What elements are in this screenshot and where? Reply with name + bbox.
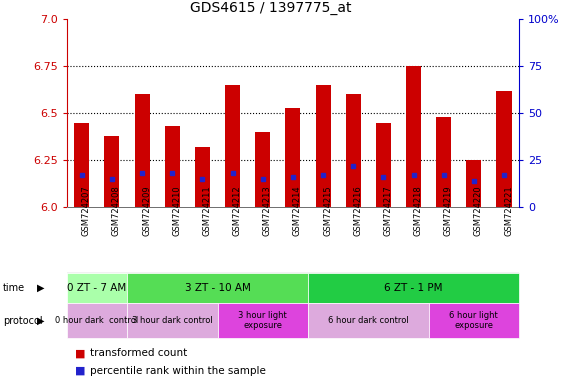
Text: ▶: ▶ (37, 283, 44, 293)
Bar (346, 94, 361, 207)
Bar (67, 303, 127, 338)
Text: ▶: ▶ (37, 316, 44, 326)
Text: GSM724215: GSM724215 (323, 185, 332, 236)
Text: protocol: protocol (3, 316, 42, 326)
Bar (127, 303, 218, 338)
Text: GSM724218: GSM724218 (414, 185, 423, 236)
Text: GSM724214: GSM724214 (293, 185, 302, 236)
Bar (127, 273, 308, 303)
Text: GSM724208: GSM724208 (112, 185, 121, 236)
Text: 6 hour dark control: 6 hour dark control (328, 316, 409, 325)
Text: GSM724213: GSM724213 (263, 185, 272, 236)
Text: GSM724220: GSM724220 (474, 185, 483, 236)
Bar (104, 136, 119, 207)
Text: GSM724217: GSM724217 (383, 185, 393, 236)
Bar (67, 273, 127, 303)
Text: ■: ■ (75, 366, 86, 376)
Text: 6 ZT - 1 PM: 6 ZT - 1 PM (385, 283, 443, 293)
Text: 6 hour light
exposure: 6 hour light exposure (450, 311, 498, 330)
Title: GDS4615 / 1397775_at: GDS4615 / 1397775_at (190, 2, 351, 15)
Text: GSM724221: GSM724221 (504, 185, 513, 236)
Bar (308, 303, 429, 338)
Bar (429, 303, 519, 338)
Bar (308, 273, 519, 303)
Bar (218, 303, 308, 338)
Text: time: time (3, 283, 25, 293)
Text: 0 hour dark  control: 0 hour dark control (55, 316, 139, 325)
Text: GSM724209: GSM724209 (142, 185, 151, 236)
Text: ■: ■ (75, 348, 86, 358)
Text: GSM724210: GSM724210 (172, 185, 182, 236)
Bar (225, 85, 240, 207)
Text: GSM724216: GSM724216 (353, 185, 362, 236)
Bar (135, 94, 150, 207)
Bar (436, 117, 451, 207)
Bar (165, 126, 180, 207)
Text: GSM724211: GSM724211 (202, 185, 212, 236)
Bar (376, 123, 391, 207)
Text: 3 hour light
exposure: 3 hour light exposure (238, 311, 287, 330)
Bar (195, 147, 210, 207)
Bar (74, 123, 89, 207)
Text: GSM724212: GSM724212 (233, 185, 242, 236)
Bar (285, 108, 300, 207)
Bar (406, 66, 421, 207)
Bar (316, 85, 331, 207)
Text: 3 ZT - 10 AM: 3 ZT - 10 AM (184, 283, 251, 293)
Text: GSM724207: GSM724207 (82, 185, 91, 236)
Text: GSM724219: GSM724219 (444, 185, 453, 236)
Bar (496, 91, 512, 207)
Bar (466, 161, 481, 207)
Text: 0 ZT - 7 AM: 0 ZT - 7 AM (67, 283, 126, 293)
Text: transformed count: transformed count (90, 348, 187, 358)
Text: 3 hour dark control: 3 hour dark control (132, 316, 213, 325)
Bar (255, 132, 270, 207)
Text: percentile rank within the sample: percentile rank within the sample (90, 366, 266, 376)
